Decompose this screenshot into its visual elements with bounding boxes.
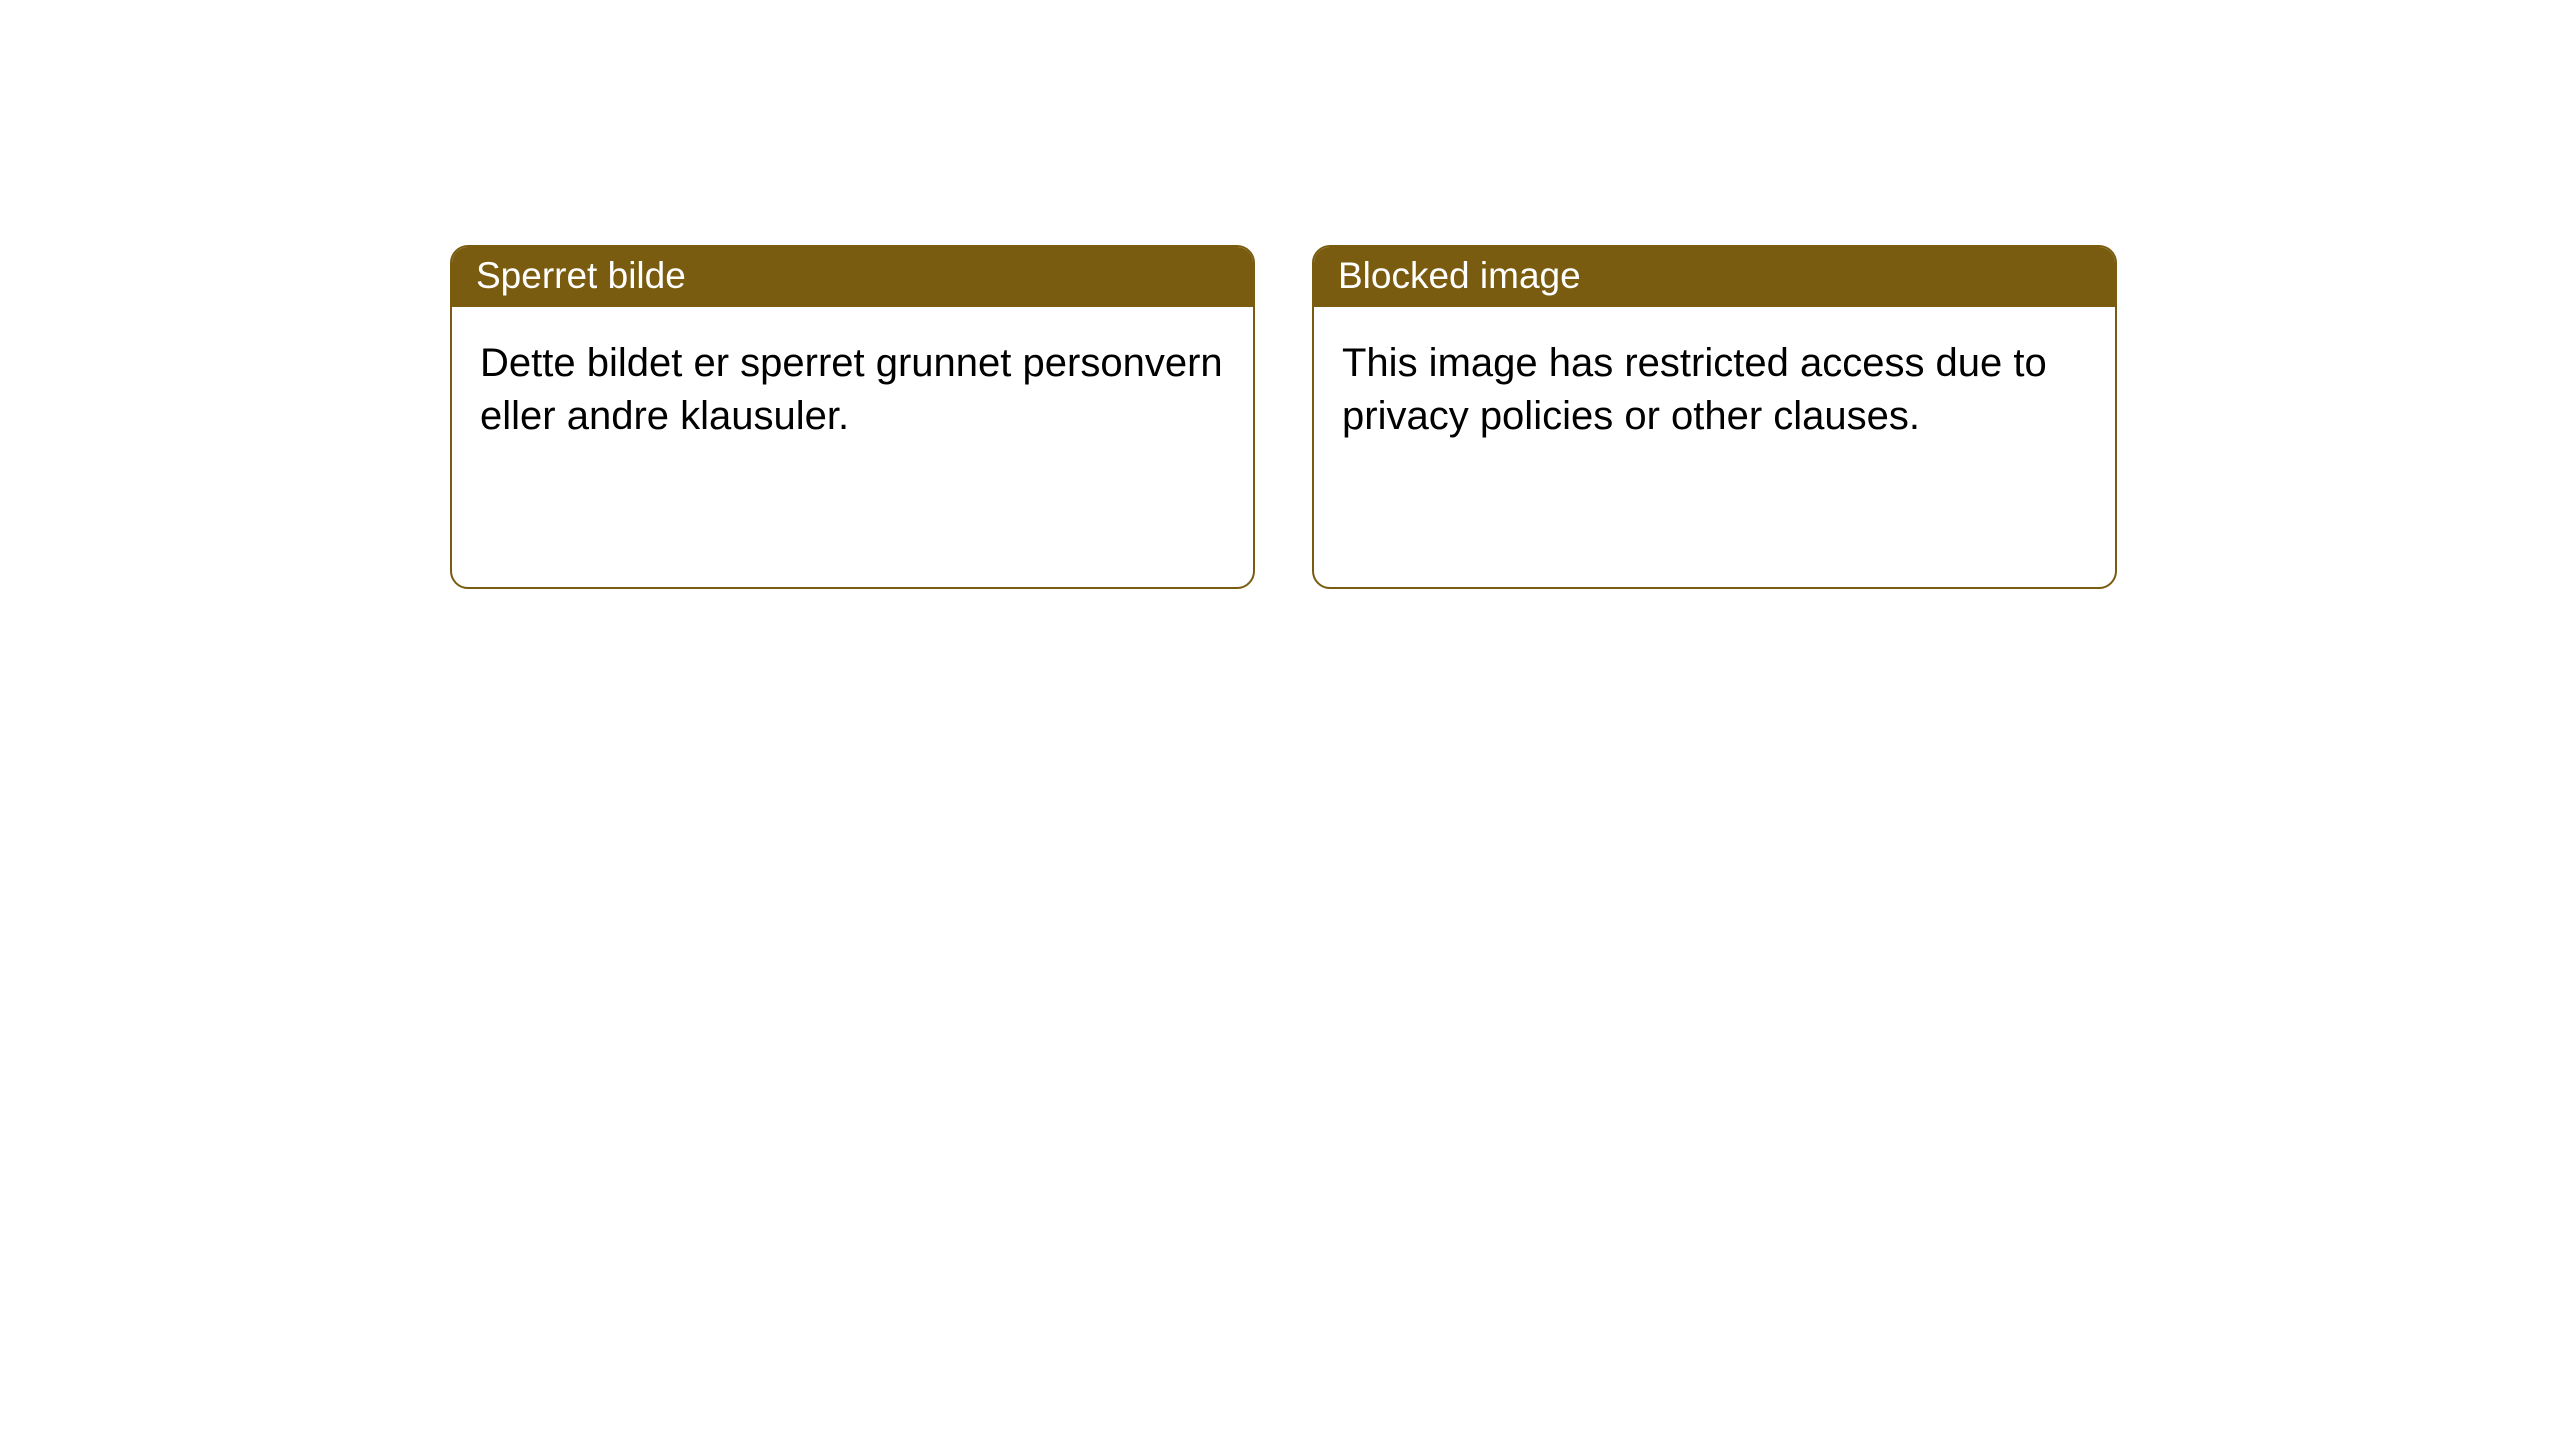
notice-card-text: This image has restricted access due to … bbox=[1342, 341, 2047, 438]
notice-card-title: Blocked image bbox=[1338, 255, 1581, 296]
notice-card-title: Sperret bilde bbox=[476, 255, 686, 296]
notice-card-norwegian: Sperret bilde Dette bildet er sperret gr… bbox=[450, 245, 1255, 589]
notice-card-header: Sperret bilde bbox=[452, 247, 1253, 307]
notice-card-header: Blocked image bbox=[1314, 247, 2115, 307]
notice-card-body: This image has restricted access due to … bbox=[1314, 307, 2115, 587]
notice-card-text: Dette bildet er sperret grunnet personve… bbox=[480, 341, 1223, 438]
notice-card-body: Dette bildet er sperret grunnet personve… bbox=[452, 307, 1253, 587]
notice-cards-container: Sperret bilde Dette bildet er sperret gr… bbox=[0, 0, 2560, 589]
notice-card-english: Blocked image This image has restricted … bbox=[1312, 245, 2117, 589]
